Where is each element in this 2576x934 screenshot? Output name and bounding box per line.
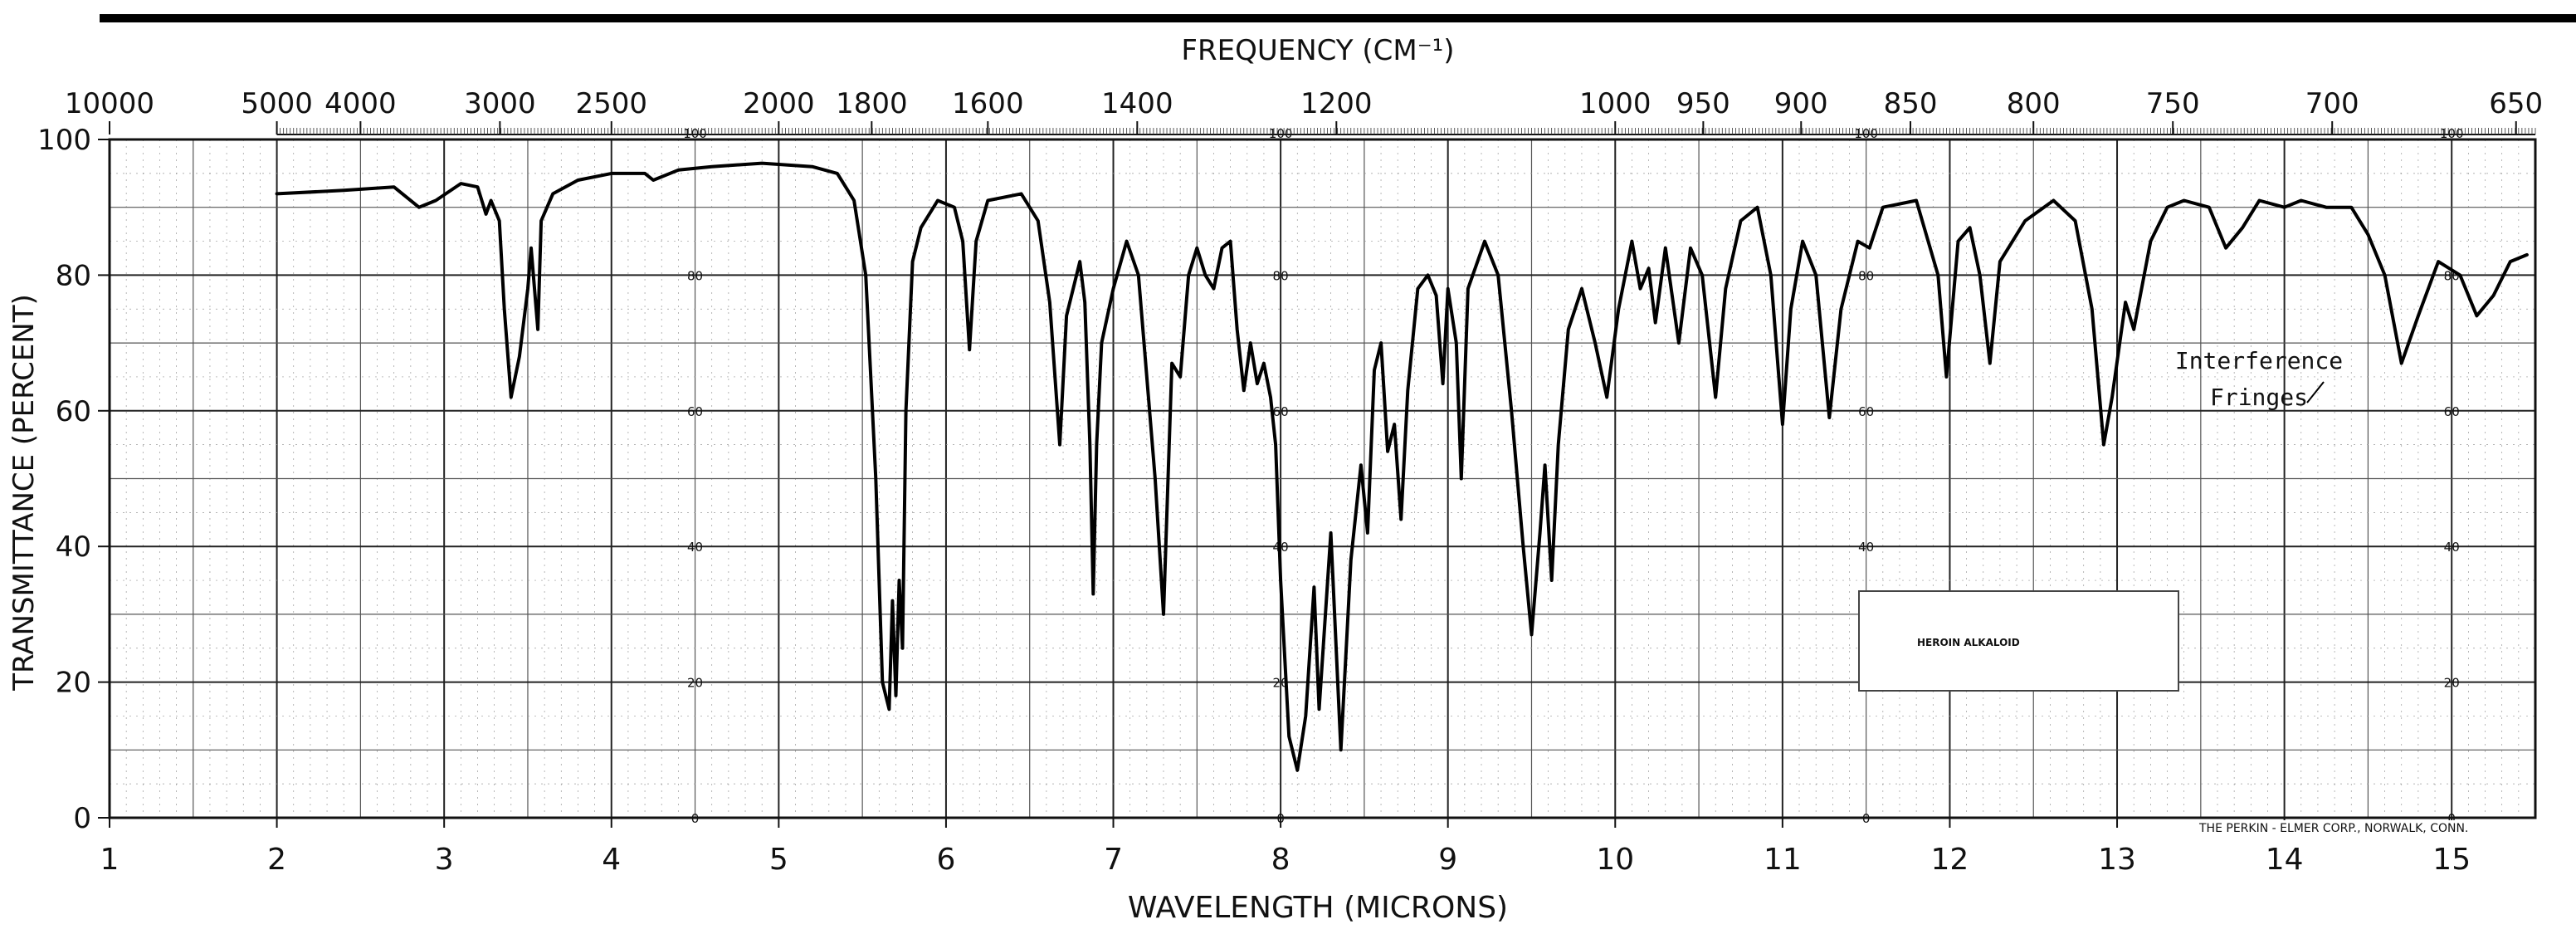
top-tick-label: 10000 [65, 87, 154, 120]
x-tick-label: 6 [936, 843, 955, 877]
sample-label-box [1858, 590, 2179, 692]
top-tick-label: 800 [2007, 87, 2061, 120]
footer-text: THE PERKIN - ELMER CORP., NORWALK, CONN. [2198, 822, 2468, 835]
series-line-transmittance [275, 161, 2529, 772]
y-tick-label: 0 [73, 802, 91, 835]
top-tick-label: 1600 [952, 87, 1024, 120]
secondary-scale-label: 80 [687, 268, 703, 283]
secondary-scale-label: 40 [2444, 540, 2460, 555]
secondary-scale-label: 40 [687, 540, 703, 555]
x-tick-label: 15 [2432, 843, 2471, 877]
y-axis-title: TRANSMITTANCE (PERCENT) [7, 294, 41, 692]
x-tick-label: 5 [769, 843, 788, 877]
secondary-scale-label: 60 [687, 404, 703, 419]
top-tick-label: 1000 [1579, 87, 1651, 120]
secondary-scale-label: 60 [2444, 404, 2460, 419]
footer-strip [2191, 820, 2525, 835]
top-tick-label: 5000 [241, 87, 313, 120]
top-tick-label: 1200 [1300, 87, 1373, 120]
annotation-arrow [2306, 381, 2325, 403]
plot-frame [108, 138, 2537, 819]
top-tick-label: 650 [2489, 87, 2543, 120]
annotation-line-1: Interference [2175, 347, 2343, 374]
x-axis-title: WAVELENGTH (MICRONS) [1128, 891, 1508, 925]
sample-label: HEROIN ALKALOID [1917, 637, 2020, 648]
top-tick-label: 900 [1774, 87, 1828, 120]
axis-labels: FREQUENCY (CM⁻¹) WAVELENGTH (MICRONS) TR… [7, 34, 1508, 925]
x-tick-label: 10 [1596, 843, 1634, 877]
x-tick-label: 2 [267, 843, 286, 877]
secondary-scale-label: 20 [687, 676, 703, 691]
top-tick-label: 950 [1676, 87, 1730, 120]
x-tick-label: 1 [100, 843, 120, 877]
secondary-scale-label: 20 [2444, 676, 2460, 691]
secondary-scale-label: 40 [1858, 540, 1874, 555]
y-tick-label: 80 [56, 259, 91, 292]
x-tick-label: 11 [1764, 843, 1802, 877]
x-tick-label: 8 [1271, 843, 1290, 877]
top-tick-label: 750 [2146, 87, 2200, 120]
x-tick-label: 14 [2266, 843, 2304, 877]
x-tick-label: 9 [1438, 843, 1457, 877]
top-tick-label: 1800 [836, 87, 908, 120]
top-tick-label: 1400 [1101, 87, 1173, 120]
top-tick-label: 850 [1884, 87, 1938, 120]
top-tick-label: 3000 [464, 87, 536, 120]
top-tick-label: 700 [2305, 87, 2359, 120]
x-tick-label: 12 [1931, 843, 1969, 877]
top-tick-label: 2500 [575, 87, 647, 120]
top-tick-label: 2000 [743, 87, 815, 120]
y-tick-label: 40 [56, 531, 91, 564]
y-tick-label: 60 [56, 395, 91, 428]
annotations: Interference Fringes HEROIN ALKALOID THE… [1858, 347, 2525, 835]
secondary-scale-label: 60 [1858, 404, 1874, 419]
top-axis-title: FREQUENCY (CM⁻¹) [1181, 34, 1454, 67]
x-tick-label: 3 [435, 843, 454, 877]
y-tick-label: 20 [56, 667, 91, 700]
x-tick-label: 13 [2098, 843, 2136, 877]
top-tick-label: 4000 [324, 87, 397, 120]
x-tick-label: 4 [602, 843, 621, 877]
annotation-line-2: Fringes [2210, 384, 2308, 411]
secondary-scale-label: 80 [1273, 268, 1289, 283]
secondary-scale-label: 60 [1273, 404, 1289, 419]
x-tick-label: 7 [1104, 843, 1123, 877]
series-group [275, 161, 2529, 772]
secondary-scale-label: 80 [1858, 268, 1874, 283]
y-tick-label: 100 [37, 124, 91, 157]
